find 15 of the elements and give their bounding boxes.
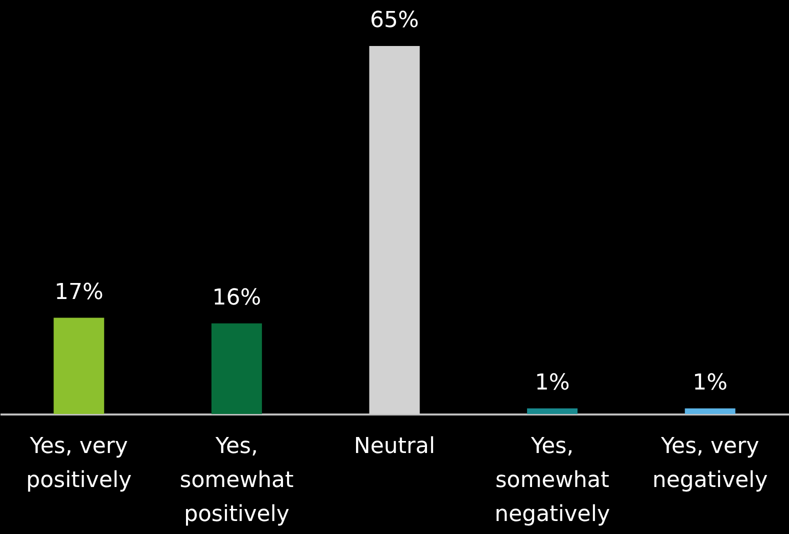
data-label: 16%: [212, 285, 262, 310]
x-tick-label: Yes, very positively: [26, 434, 132, 493]
bar: [211, 323, 262, 414]
x-tick-label: Neutral: [354, 434, 436, 459]
bar: [684, 408, 736, 414]
bar: [527, 408, 578, 414]
x-tick-label: Yes, somewhat positively: [180, 434, 294, 527]
bar: [369, 46, 420, 414]
data-label: 1%: [534, 370, 570, 396]
bar: [54, 318, 104, 414]
x-tick-label: Yes, very negatively: [652, 434, 768, 493]
data-label: 65%: [370, 8, 419, 33]
data-label: 1%: [692, 370, 728, 396]
data-label: 17%: [54, 280, 104, 305]
x-tick-label: Yes, somewhat negatively: [494, 434, 610, 527]
